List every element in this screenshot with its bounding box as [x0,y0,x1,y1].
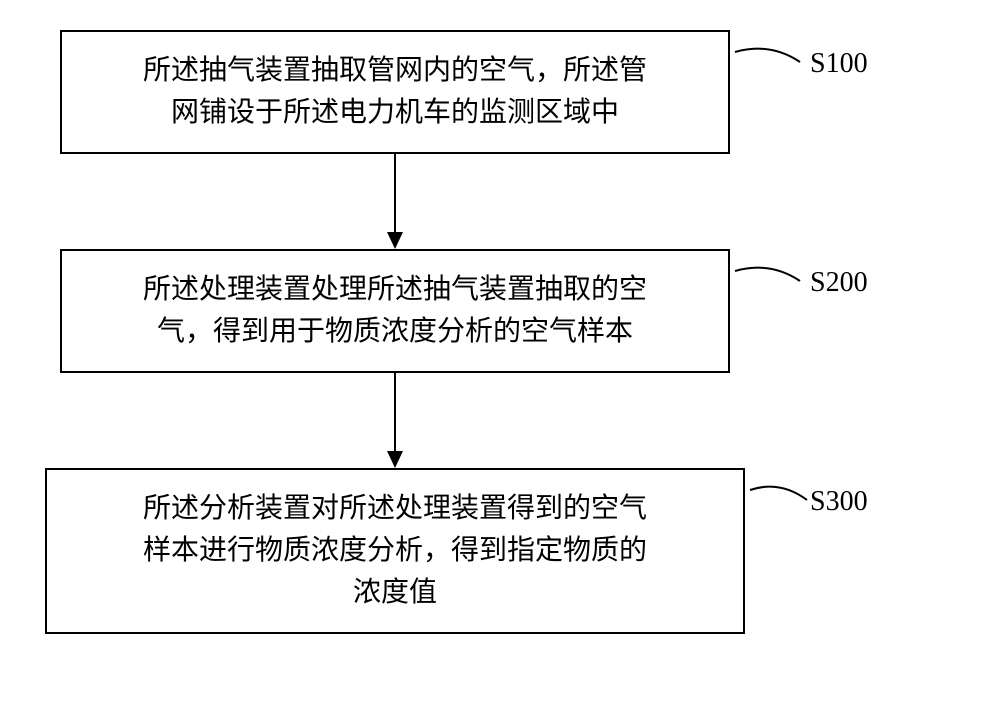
step-text-line: 所述分析装置对所述处理装置得到的空气 [67,488,723,530]
arrow-s200-s300 [60,373,730,468]
step-row-s300: 所述分析装置对所述处理装置得到的空气 样本进行物质浓度分析，得到指定物质的 浓度… [60,468,940,634]
step-label-s100: S100 [810,48,868,80]
step-box-s200: 所述处理装置处理所述抽气装置抽取的空 气，得到用于物质浓度分析的空气样本 [60,249,730,373]
step-label-s200: S200 [810,267,868,299]
step-row-s100: 所述抽气装置抽取管网内的空气，所述管 网铺设于所述电力机车的监测区域中 S100 [60,30,940,154]
step-text-line: 网铺设于所述电力机车的监测区域中 [82,92,708,134]
flowchart-container: 所述抽气装置抽取管网内的空气，所述管 网铺设于所述电力机车的监测区域中 S100… [60,30,940,634]
step-text-line: 样本进行物质浓度分析，得到指定物质的 [67,530,723,572]
label-connector-s200 [730,249,820,309]
step-text-line: 所述处理装置处理所述抽气装置抽取的空 [82,269,708,311]
step-text-line: 气，得到用于物质浓度分析的空气样本 [82,311,708,353]
step-label-s300: S300 [810,486,868,518]
step-box-s100: 所述抽气装置抽取管网内的空气，所述管 网铺设于所述电力机车的监测区域中 [60,30,730,154]
step-text-line: 浓度值 [67,572,723,614]
arrow-s100-s200 [60,154,730,249]
step-box-s300: 所述分析装置对所述处理装置得到的空气 样本进行物质浓度分析，得到指定物质的 浓度… [45,468,745,634]
label-connector-s100 [730,30,820,90]
step-row-s200: 所述处理装置处理所述抽气装置抽取的空 气，得到用于物质浓度分析的空气样本 S20… [60,249,940,373]
step-text-line: 所述抽气装置抽取管网内的空气，所述管 [82,50,708,92]
